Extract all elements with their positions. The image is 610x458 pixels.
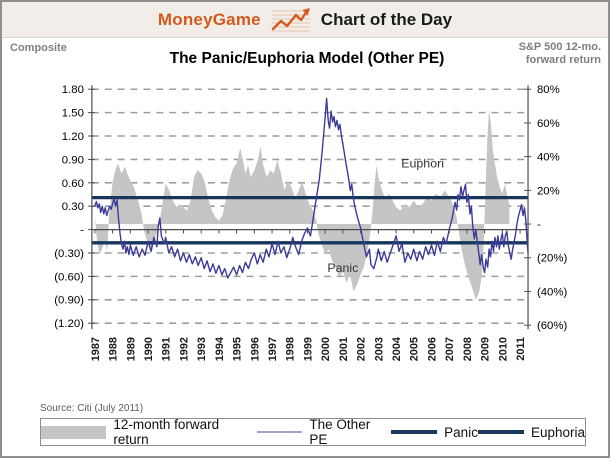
legend-label: 12-month forward return — [113, 417, 220, 447]
year-label: 1990 — [143, 337, 155, 361]
right-axis-label: (60%) — [537, 320, 568, 332]
left-axis-label: 0.90 — [62, 154, 84, 166]
right-axis-caption: S&P 500 12-mo. forward return — [519, 41, 601, 67]
source-note: Source: Citi (July 2011) — [40, 403, 144, 414]
left-axis-label: (0.30) — [54, 248, 84, 260]
annotation-euphori: Euphori — [401, 156, 444, 170]
year-label: 1998 — [285, 337, 297, 361]
thick-line-swatch-icon — [477, 430, 524, 434]
right-axis-label: - — [537, 219, 541, 231]
legend-label: Euphoria — [530, 424, 585, 440]
right-axis-label: 20% — [537, 185, 560, 197]
legend-item-panic: Panic — [391, 425, 478, 440]
year-label: 2000 — [320, 337, 332, 361]
right-axis-caption-line1: S&P 500 12-mo. — [518, 41, 601, 53]
page-header-title: Chart of the Day — [320, 9, 453, 29]
left-axis-label: 0.60 — [62, 178, 84, 190]
year-label: 2001 — [338, 337, 350, 361]
chart-title: The Panic/Euphoria Model (Other PE) — [169, 50, 445, 67]
thin-line-swatch-icon — [256, 430, 303, 434]
right-axis-label: 80% — [537, 84, 560, 96]
year-label: 1993 — [196, 337, 208, 361]
year-label: 1989 — [125, 337, 137, 361]
year-label: 1994 — [214, 337, 226, 361]
year-label: 1988 — [108, 337, 120, 361]
brand-logo-text: MoneyGame — [157, 9, 261, 29]
legend: 12-month forward return The Other PE Pan… — [40, 417, 586, 447]
left-axis-label: (0.60) — [54, 271, 84, 283]
left-axis-label: 1.50 — [62, 108, 84, 120]
year-label: 2003 — [373, 337, 385, 361]
year-label: 2006 — [426, 337, 438, 361]
year-label: 2007 — [444, 337, 456, 361]
page-header: MoneyGame Chart of the Day — [2, 2, 608, 38]
right-axis-caption-line2: forward return — [525, 54, 601, 66]
left-axis-label: 0.30 — [62, 201, 84, 213]
legend-item-euphoria: Euphoria — [477, 424, 585, 440]
other-pe-line — [94, 97, 529, 279]
left-axis-label: (1.20) — [54, 318, 84, 330]
year-label: 1987 — [90, 337, 102, 361]
year-label: 2011 — [515, 337, 527, 361]
year-label: 2005 — [409, 337, 421, 361]
zigzag-chart-arrow-icon — [271, 7, 310, 31]
legend-item-other-pe: The Other PE — [256, 417, 391, 447]
gray-area-swatch-icon — [41, 425, 107, 439]
legend-label: The Other PE — [309, 417, 371, 447]
right-axis-label: (40%) — [537, 286, 568, 298]
thick-line-swatch-icon — [391, 430, 438, 434]
year-label: 1992 — [178, 337, 190, 361]
right-axis-label: 40% — [537, 152, 560, 164]
left-axis-label: (0.90) — [54, 295, 84, 307]
left-axis-label: - — [80, 225, 84, 237]
year-label: 1999 — [302, 337, 314, 361]
right-axis-label: 60% — [537, 118, 560, 130]
annotation-panic: Panic — [327, 261, 358, 275]
legend-label: Panic — [444, 424, 478, 440]
legend-item-forward-return: 12-month forward return — [41, 417, 257, 447]
left-axis-label: 1.80 — [62, 84, 84, 96]
left-axis-caption: Composite — [10, 42, 67, 54]
year-label: 1995 — [232, 337, 244, 361]
year-label: 2008 — [462, 337, 474, 361]
right-axis-label: (20%) — [537, 253, 568, 265]
year-label: 1996 — [249, 337, 261, 361]
year-label: 2009 — [480, 337, 492, 361]
year-label: 1997 — [267, 337, 279, 361]
left-axis-label: 1.20 — [62, 131, 84, 143]
year-label: 1991 — [161, 337, 173, 361]
year-label: 2004 — [391, 337, 403, 361]
forward-return-area — [94, 109, 510, 300]
year-label: 2010 — [497, 337, 509, 361]
year-label: 2002 — [356, 337, 368, 361]
